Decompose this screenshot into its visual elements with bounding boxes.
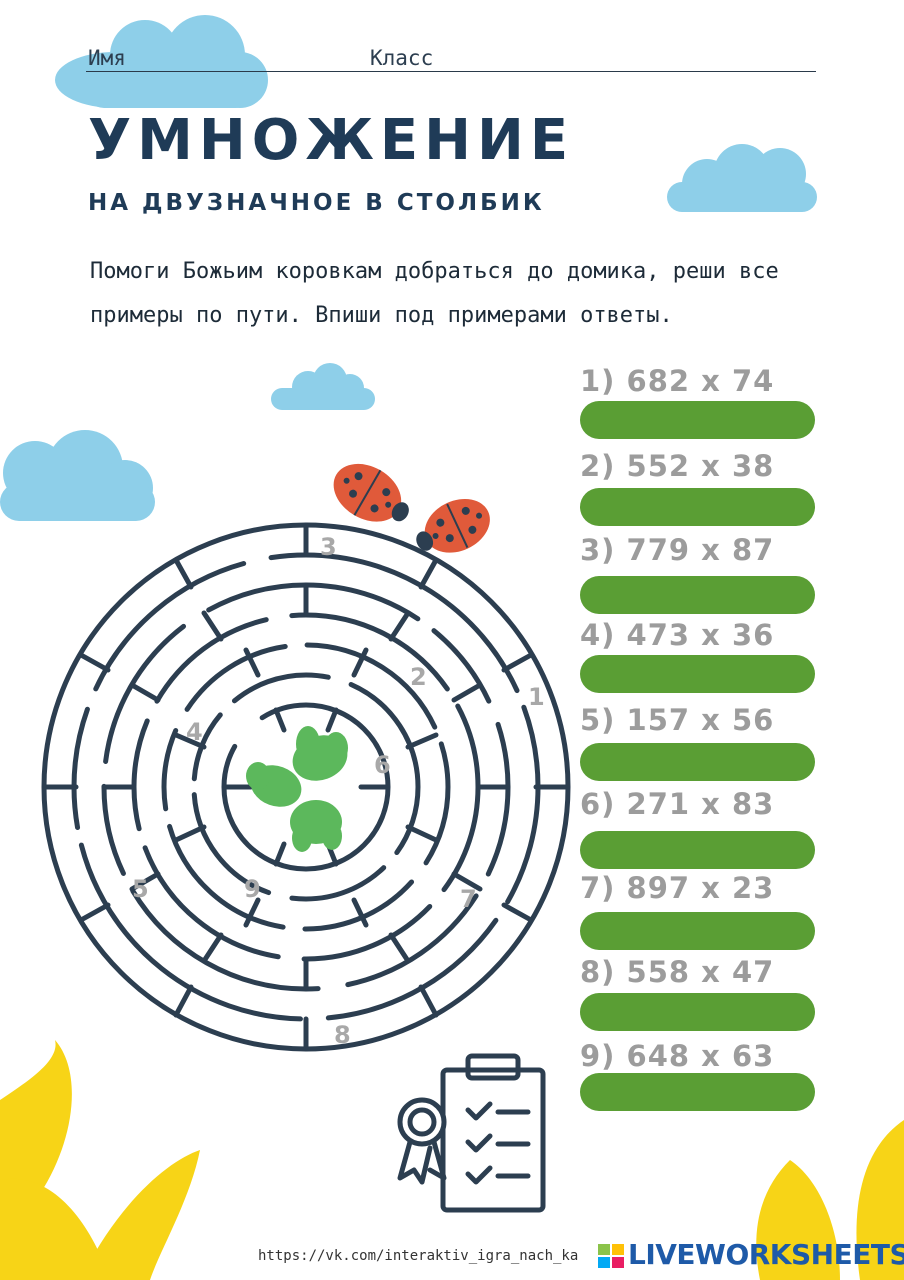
answer-field-3[interactable] (580, 576, 815, 614)
cloud-icon (0, 430, 155, 521)
name-label: Имя (88, 46, 126, 70)
ladybug-icon (333, 463, 409, 522)
problem-label: 7) 897 x 23 (580, 871, 775, 905)
maze-marker: 6 (374, 751, 391, 779)
liveworksheets-logo-icon (598, 1244, 624, 1268)
answer-field-4[interactable] (580, 655, 815, 693)
maze-marker: 3 (320, 533, 337, 561)
maze-marker: 9 (244, 875, 261, 903)
page-title: УМНОЖЕНИЕ (88, 108, 575, 173)
brand-name[interactable]: LIVEWORKSHEETS (628, 1238, 904, 1271)
answer-field-6[interactable] (580, 831, 815, 869)
header-underline (86, 71, 816, 72)
problem-label: 5) 157 x 56 (580, 703, 775, 737)
source-link[interactable]: https://vk.com/interaktiv_igra_nach_ka (258, 1248, 579, 1264)
answer-field-2[interactable] (580, 488, 815, 526)
maze-marker: 7 (460, 885, 477, 913)
problem-label: 2) 552 x 38 (580, 449, 775, 483)
problem-label: 8) 558 x 47 (580, 955, 775, 989)
maze-marker: 8 (334, 1021, 351, 1049)
circular-maze: 1 2 3 4 5 6 7 8 9 (41, 522, 571, 1052)
ladybug-icon (416, 498, 490, 553)
maze-marker: 5 (132, 875, 149, 903)
answer-field-8[interactable] (580, 993, 815, 1031)
maze-marker: 1 (528, 683, 545, 711)
answer-field-9[interactable] (580, 1073, 815, 1111)
certificate-icon (397, 1053, 546, 1213)
instructions-text: Помоги Божьим коровкам добраться до доми… (90, 259, 779, 328)
maze-marker: 2 (410, 663, 427, 691)
problem-label: 9) 648 x 63 (580, 1039, 775, 1073)
flower-petal-icon (0, 1040, 200, 1280)
flower-petal-icon (756, 1120, 904, 1280)
answer-field-1[interactable] (580, 401, 815, 439)
leaf-icon (246, 726, 348, 852)
page-subtitle: НА ДВУЗНАЧНОЕ В СТОЛБИК (88, 190, 545, 216)
cloud-icon (271, 363, 375, 410)
problem-label: 1) 682 x 74 (580, 364, 775, 398)
cloud-icon (55, 15, 268, 108)
problem-label: 3) 779 x 87 (580, 533, 775, 567)
maze-marker: 4 (186, 718, 203, 746)
answer-field-5[interactable] (580, 743, 815, 781)
problem-label: 4) 473 x 36 (580, 618, 775, 652)
answer-field-7[interactable] (580, 912, 815, 950)
problem-label: 6) 271 x 83 (580, 787, 775, 821)
cloud-icon (667, 144, 817, 212)
class-label: Класс (370, 46, 434, 70)
